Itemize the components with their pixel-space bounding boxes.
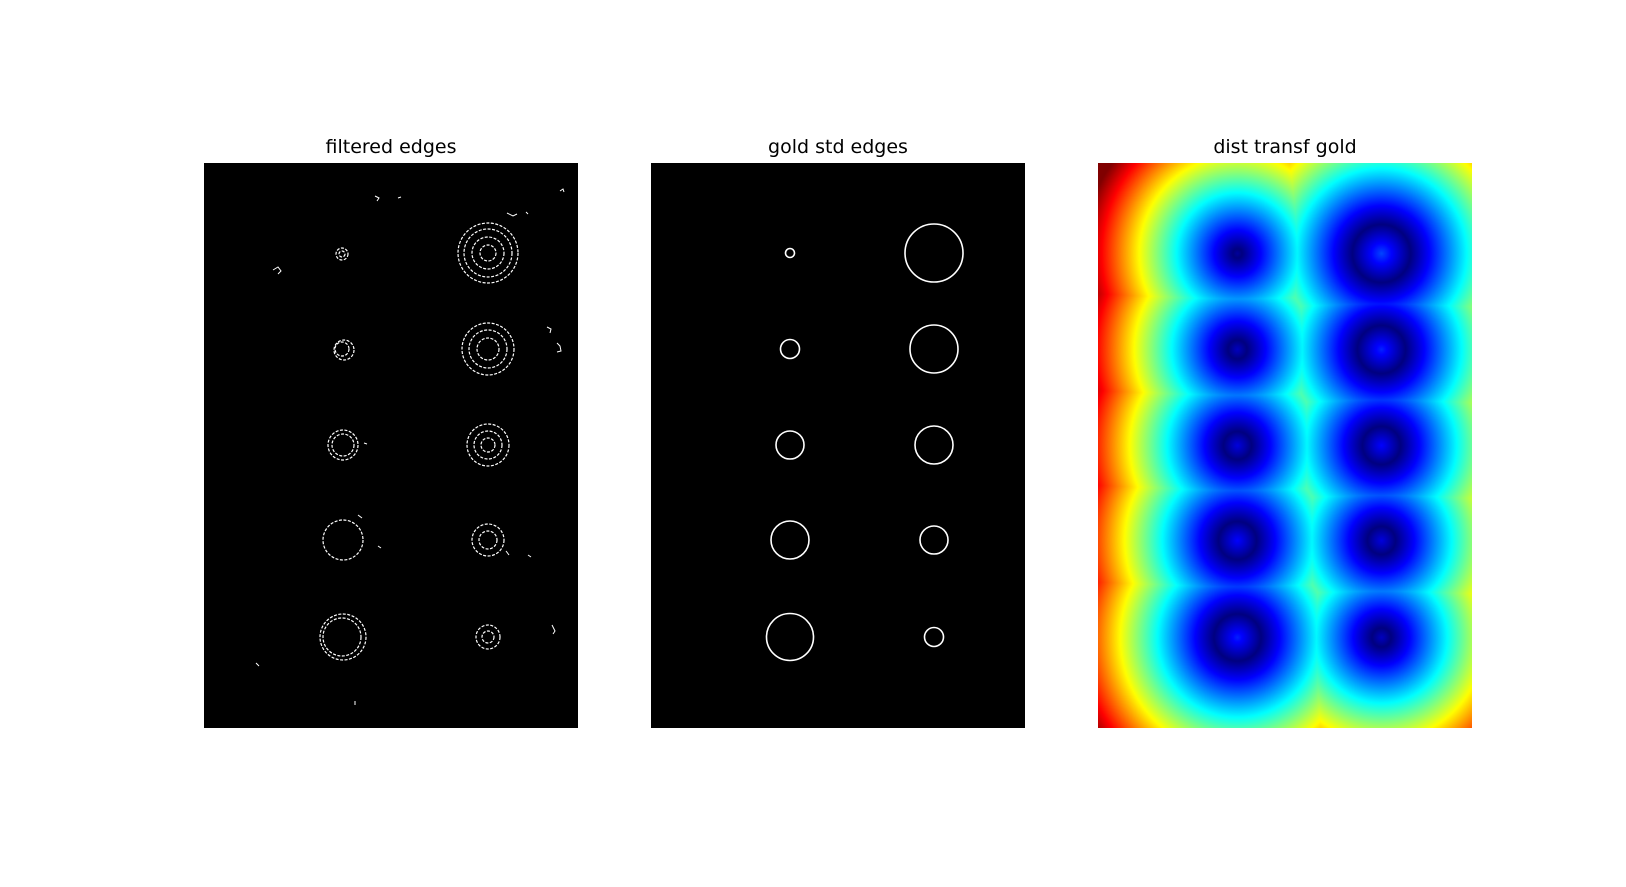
gold-circle [923, 626, 945, 648]
filtered-edges-image [204, 163, 578, 728]
gold-std-edges-panel: gold std edges [651, 136, 1025, 728]
gold-circle [779, 338, 801, 360]
filtered-edges-panel: filtered edges [204, 136, 578, 728]
edge-blob [335, 247, 349, 261]
gold-circle [784, 247, 796, 259]
gold-std-edges-image [651, 163, 1025, 728]
filtered-edges-title: filtered edges [325, 136, 457, 158]
gold-circle [765, 612, 815, 662]
dist-transf-gold-title: dist transf gold [1213, 136, 1357, 158]
dist-transf-gold-panel: dist transf gold [1098, 136, 1472, 728]
gold-circle [770, 520, 810, 560]
gold-circle [909, 324, 959, 374]
gold-circle [919, 525, 949, 555]
gold-std-edges-title: gold std edges [768, 136, 908, 158]
distance-heatmap [1098, 163, 1472, 728]
gold-circle [775, 430, 805, 460]
gold-circle [904, 223, 964, 283]
dist-transf-gold-image [1098, 163, 1472, 728]
gold-circle [914, 425, 954, 465]
